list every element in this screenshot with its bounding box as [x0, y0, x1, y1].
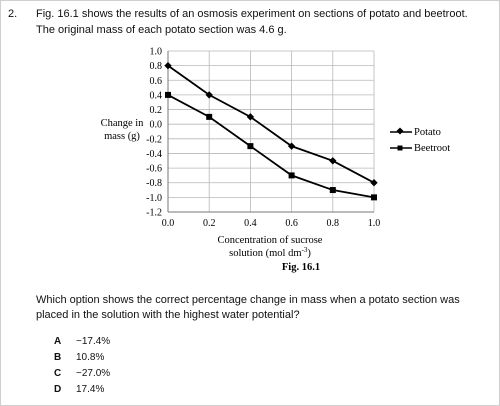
y-axis-label-line1: Change in [101, 118, 145, 129]
x-tick-label: 0.0 [162, 218, 175, 229]
data-point-potato [370, 179, 378, 187]
question-prompt: Which option shows the correct percentag… [36, 294, 460, 321]
osmosis-line-chart: 1.0 0.8 0.6 0.4 0.2 0.0 -0.2 -0.4 -0.6 -0.8 -1.0 -1… [101, 47, 451, 274]
x-tick-label: 0.2 [203, 218, 216, 229]
x-tick-label: 0.8 [327, 218, 340, 229]
legend: Potato Beetroot [390, 127, 450, 154]
y-axis-label-line2: mass (g) [104, 131, 140, 142]
x-axis-label-line1: Concentration of sucrose [218, 235, 323, 246]
x-tick-label: 0.6 [285, 218, 298, 229]
y-tick-label: -1.2 [146, 208, 162, 219]
data-point-beetroot [165, 91, 171, 98]
y-tick-label: -0.8 [146, 178, 162, 189]
x-tick-label: 1.0 [368, 218, 381, 229]
option-a-letter[interactable]: A [54, 336, 62, 347]
y-tick-label: -0.2 [146, 134, 162, 145]
series-beetroot [165, 91, 377, 201]
legend-beetroot-marker [397, 145, 403, 151]
figure-caption: Fig. 16.1 [282, 262, 320, 273]
y-tick-labels: 1.0 0.8 0.6 0.4 0.2 0.0 -0.2 -0.4 -0.6 -0.8 -1.0 -1… [146, 47, 162, 219]
option-d-letter[interactable]: D [54, 384, 62, 395]
chart-series [164, 61, 378, 201]
y-tick-label: 0.6 [150, 76, 163, 87]
y-tick-label: 1.0 [150, 47, 163, 58]
legend-potato-label: Potato [414, 127, 441, 138]
data-point-beetroot [288, 172, 295, 179]
question-number: 2. [8, 8, 18, 20]
data-point-potato [329, 157, 337, 165]
data-point-beetroot [371, 194, 377, 201]
x-axis-label-main: solution (mol dm [229, 248, 301, 259]
x-tick-label: 0.4 [244, 218, 257, 229]
y-tick-label: 0.2 [150, 105, 163, 116]
legend-beetroot-label: Beetroot [414, 143, 450, 154]
option-b-letter[interactable]: B [54, 352, 62, 363]
series-line-potato [167, 64, 375, 184]
data-point-potato [164, 61, 172, 70]
chart-axes [167, 51, 374, 213]
option-c-text[interactable]: −27.0% [76, 368, 111, 379]
x-axis-label-close: ) [307, 248, 311, 259]
data-point-potato [287, 142, 296, 150]
intro-text-line1: Fig. 16.1 shows the results of an osmosi… [36, 8, 468, 20]
y-tick-label: 0.4 [150, 90, 163, 101]
option-c-letter[interactable]: C [54, 368, 62, 379]
y-tick-label: -1.0 [146, 193, 162, 204]
data-point-beetroot [329, 187, 336, 194]
legend-potato-marker [396, 127, 404, 135]
option-b-text[interactable]: 10.8% [76, 352, 105, 363]
option-a-text[interactable]: −17.4% [76, 336, 111, 347]
y-tick-label: -0.6 [146, 164, 162, 175]
data-point-beetroot [247, 143, 254, 150]
y-tick-label: 0.8 [150, 61, 163, 72]
y-tick-label: 0.0 [150, 120, 163, 131]
y-tick-label: -0.4 [146, 149, 162, 160]
x-axis-label-sup: -3 [302, 246, 308, 254]
x-axis-label-line2: solution (mol dm-3) [229, 246, 311, 259]
intro-text-line2: The original mass of each potato section… [36, 24, 287, 36]
x-tick-labels: 0.0 0.2 0.4 0.6 0.8 1.0 [162, 218, 381, 229]
data-point-beetroot [206, 113, 213, 120]
option-d-text[interactable]: 17.4% [76, 384, 105, 395]
data-point-potato [205, 91, 213, 99]
series-line-beetroot [167, 94, 375, 199]
